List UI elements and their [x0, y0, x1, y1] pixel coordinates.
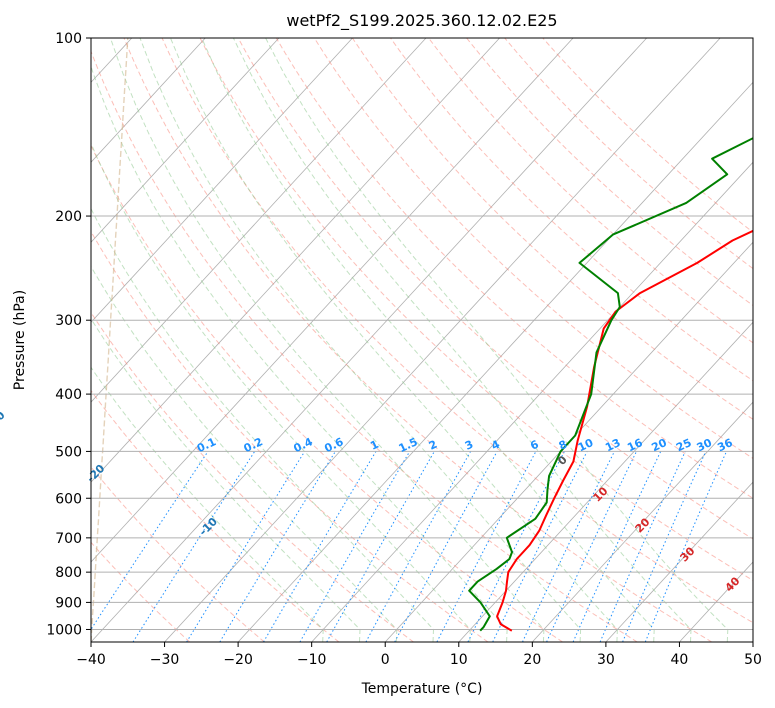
mixing-ratio-line — [326, 451, 435, 642]
theta-label: -30 — [0, 408, 8, 431]
moist-adiabat-line — [170, 38, 618, 642]
moist-adiabat-line — [91, 265, 398, 642]
x-tick-label: 20 — [523, 652, 541, 668]
moist-adiabat-line — [91, 142, 471, 642]
y-tick-label: 400 — [55, 387, 82, 403]
x-tick-label: 10 — [450, 652, 468, 668]
y-tick-label: 800 — [55, 565, 82, 581]
isotherm-line — [164, 38, 721, 642]
mixing-ratio-label: 36 — [715, 436, 735, 454]
x-tick-label: 30 — [597, 652, 615, 668]
mixing-ratio-label: 25 — [674, 436, 693, 454]
x-tick-label: 50 — [744, 652, 762, 668]
moist-adiabat-line — [91, 366, 324, 642]
isotherm-line — [91, 38, 647, 642]
isotherm-line — [91, 38, 427, 403]
y-tick-label: 500 — [55, 444, 82, 460]
isotherm-line — [91, 38, 353, 323]
isotherm-line — [91, 38, 206, 163]
y-tick-label: 700 — [55, 531, 82, 547]
isotherm-line — [91, 38, 280, 243]
dry-adiabat-line — [390, 38, 753, 382]
dry-adiabat-line — [199, 38, 753, 582]
moist-adiabat-line — [232, 38, 692, 642]
axes: −40 −30 −20 −10 0 10 20 30 40 50 100 200 300 400 500 60… — [46, 31, 762, 668]
dry-adiabat-line — [313, 38, 753, 460]
moist-adiabat-line — [201, 38, 655, 642]
y-tick-label: 100 — [55, 31, 82, 47]
x-tick-label: 40 — [671, 652, 689, 668]
moist-adiabat-line — [91, 207, 435, 642]
moist-adiabat-line — [265, 38, 729, 642]
background-lines — [91, 38, 753, 642]
dry-adiabat-line — [91, 466, 265, 642]
y-tick-label: 1000 — [46, 622, 82, 638]
y-tick-label: 900 — [55, 595, 82, 611]
x-tick-label: −30 — [150, 652, 180, 668]
series-layer — [468, 137, 753, 632]
moist-adiabat-line — [139, 38, 582, 642]
isotherm-line — [91, 38, 500, 483]
moist-adiabat-line — [91, 64, 508, 642]
mixing-ratio-line — [522, 451, 615, 642]
isotherm-line — [458, 321, 753, 642]
dry-adiabat-line — [275, 38, 753, 499]
temperature-profile-line — [496, 229, 753, 632]
moist-adiabat-line — [91, 317, 361, 642]
x-tick-label: 0 — [381, 652, 390, 668]
mixing-ratio-line — [546, 451, 637, 642]
x-axis-title: Temperature (°C) — [361, 681, 483, 697]
isotherm-line — [311, 161, 753, 642]
y-tick-label: 600 — [55, 491, 82, 507]
mixing-ratio-label: 16 — [625, 436, 645, 454]
mixing-ratio-line — [263, 451, 377, 642]
mixing-ratio-line — [394, 451, 498, 642]
mixing-ratio-line — [644, 451, 727, 642]
isotherm-line — [91, 38, 574, 563]
dry-adiabat-line — [428, 38, 753, 344]
dry-adiabat-line — [91, 50, 638, 642]
mixing-ratio-line — [572, 451, 662, 642]
chart-title: wetPf2_S199.2025.360.12.02.E25 — [286, 11, 557, 31]
mixing-ratio-line — [132, 451, 256, 642]
dry-adiabat-line — [123, 38, 713, 642]
isotherm-line — [605, 481, 753, 642]
mixing-ratio-line — [299, 451, 411, 642]
dry-adiabat-line — [504, 38, 753, 270]
dry-adiabat-line — [237, 38, 753, 540]
x-tick-label: −40 — [76, 652, 106, 668]
x-tick-label: −10 — [297, 652, 327, 668]
mixing-ratio-line — [622, 451, 707, 642]
plot-frame — [90, 37, 754, 643]
isotherm-line — [237, 81, 753, 642]
mixing-ratio-label: 20 — [650, 436, 670, 454]
mixing-ratio-label: 10 — [576, 436, 596, 454]
isotherm-line — [384, 241, 753, 642]
moist-adiabat-line — [109, 38, 545, 642]
mixing-ratio-line — [186, 451, 306, 642]
x-tick-label: −20 — [223, 652, 253, 668]
mixing-ratio-line — [219, 451, 336, 642]
dry-adiabat-line — [161, 38, 753, 624]
y-tick-label: 200 — [55, 209, 82, 225]
y-tick-label: 300 — [55, 313, 82, 329]
dry-adiabat-line — [91, 144, 563, 642]
y-axis-title: Pressure (hPa) — [12, 290, 28, 390]
mixing-ratio-label: 30 — [695, 436, 715, 454]
saturation-curve-inner — [91, 38, 129, 642]
mixing-ratio-line — [492, 451, 588, 642]
mixing-ratio-label: 13 — [603, 436, 622, 454]
isotherm-line — [532, 401, 753, 642]
dewpoint-profile-line — [468, 137, 753, 632]
mixing-ratio-line — [365, 451, 472, 642]
pressure-gridlines — [91, 38, 753, 630]
dry-adiabat-line — [91, 389, 340, 642]
